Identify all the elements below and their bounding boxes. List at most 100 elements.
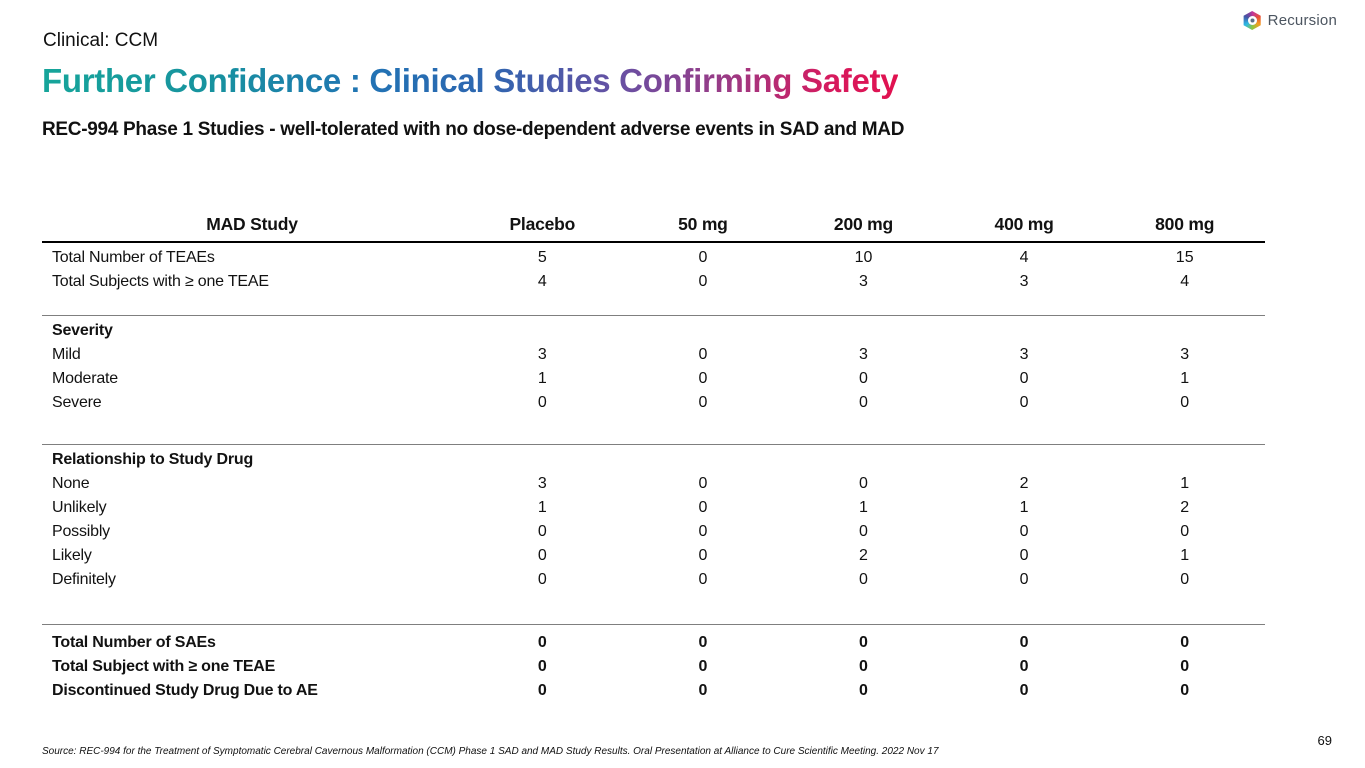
cell-value: 0 <box>859 394 868 411</box>
section-spacer <box>42 294 1265 315</box>
cell-value: 0 <box>698 475 708 492</box>
section-heading-label: Severity <box>52 322 113 339</box>
row-label: Total Subjects with ≥ one TEAE <box>52 273 269 290</box>
cell-value: 0 <box>1180 658 1190 675</box>
mad-study-table: MAD Study Placebo 50 mg 200 mg 400 mg 80… <box>42 207 1265 703</box>
cell-value: 0 <box>698 346 708 363</box>
cell-value: 1 <box>1019 499 1029 516</box>
cell-value: 4 <box>1180 273 1190 290</box>
table-section: Total Number of TEAEs 5 0 10 4 15 Total Subjec… <box>42 243 1265 294</box>
page-number: 69 <box>1317 733 1332 748</box>
table-row: Total Subjects with ≥ one TEAE 4 0 3 3 4 <box>42 270 1265 294</box>
table-row: Moderate 1 0 0 0 1 <box>42 367 1265 391</box>
cell-value: 0 <box>1019 394 1029 411</box>
cell-value: 0 <box>1019 370 1029 387</box>
recursion-logo-text: Recursion <box>1267 12 1337 29</box>
cell-value: 0 <box>698 571 708 588</box>
cell-value: 0 <box>1180 682 1190 699</box>
cell-value: 0 <box>698 394 708 411</box>
cell-value: 0 <box>859 571 868 588</box>
cell-value: 0 <box>859 634 868 651</box>
cell-value: 5 <box>537 249 547 266</box>
table-row: Total Number of TEAEs 5 0 10 4 15 <box>42 246 1265 270</box>
cell-value: 3 <box>1019 346 1029 363</box>
cell-value: 3 <box>1180 346 1190 363</box>
column-header-50mg: 50 mg <box>678 213 728 234</box>
table-row: Unlikely 1 0 1 1 2 <box>42 496 1265 520</box>
cell-value: 4 <box>1019 249 1029 266</box>
section-heading-row: Severity <box>42 319 1265 343</box>
table-row: Severe 0 0 0 0 0 <box>42 391 1265 415</box>
mad-table-body: Total Number of TEAEs 5 0 10 4 15 Total Subjec… <box>42 243 1265 703</box>
table-row: Discontinued Study Drug Due to AE 0 0 0 0 0 <box>42 679 1265 703</box>
cell-value: 0 <box>698 547 708 564</box>
cell-value: 0 <box>698 634 708 651</box>
table-row: Mild 3 0 3 3 3 <box>42 343 1265 367</box>
cell-value: 4 <box>537 273 547 290</box>
cell-value: 0 <box>537 658 547 675</box>
column-header-placebo: Placebo <box>509 213 576 234</box>
cell-value: 0 <box>537 682 547 699</box>
cell-value: 0 <box>1019 682 1029 699</box>
cell-value: 2 <box>1019 475 1029 492</box>
table-section: Relationship to Study Drug None 3 0 0 2 1 Unlik… <box>42 444 1265 592</box>
table-row: Possibly 0 0 0 0 0 <box>42 520 1265 544</box>
row-label: Possibly <box>52 523 110 540</box>
cell-value: 0 <box>859 658 868 675</box>
column-header-mad-study: MAD Study <box>206 213 298 234</box>
source-note: Source: REC-994 for the Treatment of Sym… <box>42 746 939 757</box>
cell-value: 1 <box>859 499 868 516</box>
cell-value: 1 <box>537 499 547 516</box>
row-label: Total Number of TEAEs <box>52 249 215 266</box>
cell-value: 0 <box>859 523 868 540</box>
cell-value: 0 <box>537 523 547 540</box>
table-row: Total Subject with ≥ one TEAE 0 0 0 0 0 <box>42 655 1265 679</box>
cell-value: 1 <box>537 370 547 387</box>
section-heading-label: Relationship to Study Drug <box>52 451 254 468</box>
table-section: Total Number of SAEs 0 0 0 0 0 Total Subject w… <box>42 624 1265 703</box>
row-label: Unlikely <box>52 499 107 516</box>
category-label: Clinical: CCM <box>43 30 159 51</box>
row-label: Total Subject with ≥ one TEAE <box>52 658 276 675</box>
cell-value: 0 <box>537 394 547 411</box>
cell-value: 0 <box>698 249 708 266</box>
cell-value: 0 <box>859 475 868 492</box>
cell-value: 0 <box>537 571 547 588</box>
section-spacer <box>42 592 1265 624</box>
cell-value: 2 <box>1180 499 1190 516</box>
cell-value: 3 <box>859 273 868 290</box>
cell-value: 0 <box>698 273 708 290</box>
cell-value: 0 <box>1019 658 1029 675</box>
cell-value: 0 <box>698 370 708 387</box>
row-label: None <box>52 475 90 492</box>
cell-value: 10 <box>854 249 873 266</box>
cell-value: 3 <box>1019 273 1029 290</box>
slide-title: Further Confidence : Clinical Studies Co… <box>42 62 899 99</box>
cell-value: 0 <box>1180 571 1190 588</box>
cell-value: 0 <box>698 682 708 699</box>
row-label: Definitely <box>52 571 116 588</box>
cell-value: 1 <box>1180 547 1190 564</box>
cell-value: 0 <box>1180 394 1190 411</box>
recursion-logo-icon <box>1243 11 1261 30</box>
cell-value: 0 <box>537 547 547 564</box>
cell-value: 0 <box>1019 634 1029 651</box>
cell-value: 0 <box>859 682 868 699</box>
table-header-row: MAD Study Placebo 50 mg 200 mg 400 mg 80… <box>42 207 1265 243</box>
cell-value: 0 <box>1180 523 1190 540</box>
cell-value: 15 <box>1175 249 1194 266</box>
table-row: None 3 0 0 2 1 <box>42 472 1265 496</box>
cell-value: 0 <box>1180 634 1190 651</box>
table-row: Total Number of SAEs 0 0 0 0 0 <box>42 631 1265 655</box>
recursion-logo: Recursion <box>1243 11 1337 30</box>
cell-value: 3 <box>859 346 868 363</box>
cell-value: 0 <box>1019 523 1029 540</box>
cell-value: 0 <box>859 370 868 387</box>
section-heading-row: Relationship to Study Drug <box>42 448 1265 472</box>
cell-value: 3 <box>537 475 547 492</box>
cell-value: 0 <box>698 658 708 675</box>
section-spacer <box>42 415 1265 444</box>
row-label: Moderate <box>52 370 118 387</box>
table-section: Severity Mild 3 0 3 3 3 Moderate 1 0 0 0 1 Severe 0 0 0 0… <box>42 315 1265 415</box>
